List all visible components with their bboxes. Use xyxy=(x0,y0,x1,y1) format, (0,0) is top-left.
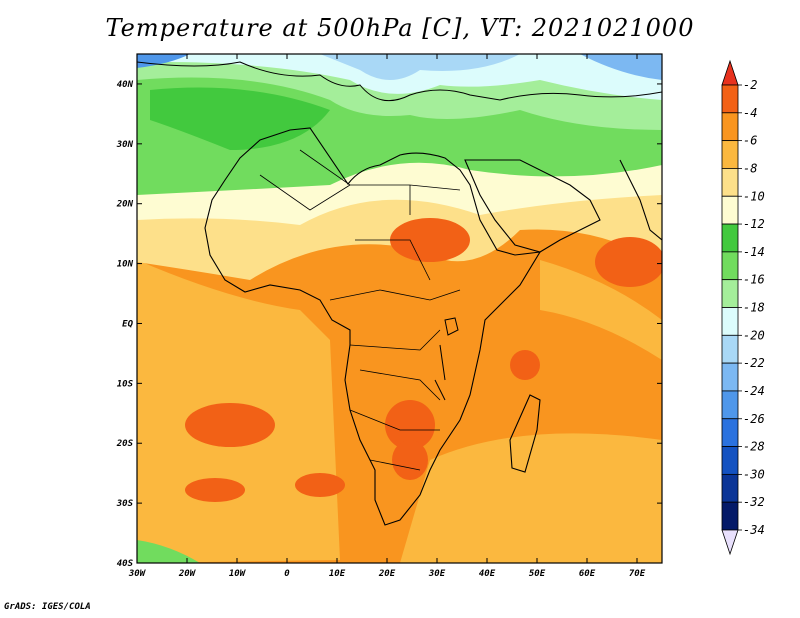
colorbar-swatch xyxy=(721,307,739,336)
great-lakes xyxy=(434,317,459,401)
field-spot-minus4-south-atlantic xyxy=(295,473,345,497)
field-band-minus14-core xyxy=(150,87,330,150)
arabia-coastline xyxy=(464,159,601,253)
europe-coastline xyxy=(137,61,662,102)
madagascar-coastline xyxy=(509,394,541,473)
africa-coastline xyxy=(204,127,542,526)
colorbar-swatch xyxy=(721,446,739,475)
field-spot-minus4-zambia xyxy=(385,400,435,450)
lat-tick-label: 40S xyxy=(117,559,134,569)
lon-tick-label: 20E xyxy=(378,569,396,579)
colorbar-swatch xyxy=(721,362,739,392)
colorbar-top-arrow xyxy=(721,59,739,86)
lon-tick-label: 10W xyxy=(229,569,247,579)
map-title: Temperature at 500hPa [C], VT: 202102100… xyxy=(105,14,695,42)
lon-tick-label: 40E xyxy=(479,569,496,579)
field-spot-minus4-sudan xyxy=(390,218,470,262)
field-spot-minus4-sw xyxy=(185,478,245,502)
lon-tick-label: 50E xyxy=(529,569,546,579)
field-band-minus26 xyxy=(137,54,190,68)
country-borders xyxy=(259,149,461,471)
colorbar-label: -18 xyxy=(743,301,765,315)
colorbar-swatch xyxy=(721,501,739,531)
lat-tick-label: EQ xyxy=(122,319,133,329)
lat-tick-label: 30S xyxy=(116,499,134,509)
colorbar-label: -12 xyxy=(743,217,765,231)
field-band-minus24 xyxy=(580,54,662,80)
colorbar-label: -32 xyxy=(743,495,765,509)
lon-tick-label: 0 xyxy=(284,569,290,579)
colorbar-swatch xyxy=(721,251,739,281)
colorbar-swatch xyxy=(721,195,739,225)
colorbar-label: -30 xyxy=(743,467,765,481)
lat-tick-label: 20S xyxy=(116,439,134,449)
longitude-axis: 30W 20W 10W 0 10E 20E 30E 40E 50E 60E 70E xyxy=(128,54,646,579)
colorbar-swatch xyxy=(721,140,739,169)
field-band-minus22 xyxy=(320,54,520,80)
field-spot-minus4-indian xyxy=(510,350,540,380)
colorbar-label: -4 xyxy=(743,106,757,120)
lon-tick-label: 60E xyxy=(579,569,596,579)
lon-tick-label: 70E xyxy=(629,569,646,579)
colorbar: -2 -4 -6 -8 -10 -12 -14 -16 -18 -20 -22 -24 -26 -28 -3… xyxy=(721,59,765,556)
lat-tick-label: 30N xyxy=(116,140,134,150)
field-band-minus16-south xyxy=(137,540,200,563)
lon-tick-label: 30W xyxy=(128,569,147,579)
colorbar-label: -26 xyxy=(743,412,765,426)
colorbar-label: -20 xyxy=(743,328,765,342)
lon-tick-label: 10E xyxy=(329,569,346,579)
colorbar-swatch xyxy=(721,334,739,364)
lat-tick-label: 40N xyxy=(117,80,134,90)
colorbar-swatch xyxy=(721,279,739,308)
software-credit: GrADS: IGES/COLA xyxy=(4,602,91,612)
field-band-minus8-east xyxy=(540,260,662,360)
colorbar-label: -28 xyxy=(743,440,765,454)
field-spot-minus4-atlantic xyxy=(185,403,275,447)
colorbar-label: -8 xyxy=(743,161,757,175)
field-spot-minus4-botswana xyxy=(392,440,428,480)
colorbar-swatch xyxy=(721,84,739,114)
colorbar-label: -2 xyxy=(743,78,757,92)
colorbar-bottom-arrow xyxy=(721,529,739,556)
latitude-axis: 40N 30N 20N 10N EQ 10S 20S 30S 40S xyxy=(116,80,662,569)
colorbar-swatch xyxy=(721,223,739,253)
colorbar-swatch xyxy=(721,390,739,420)
colorbar-swatch xyxy=(721,168,739,197)
colorbar-swatch xyxy=(721,473,739,503)
lat-tick-label: 10S xyxy=(117,379,134,389)
temperature-field xyxy=(137,54,662,563)
india-coastline xyxy=(619,159,662,241)
lon-tick-label: 20W xyxy=(178,569,197,579)
colorbar-swatch xyxy=(721,418,739,447)
colorbar-label: -14 xyxy=(743,245,765,259)
colorbar-label: -16 xyxy=(743,273,765,287)
colorbar-label: -34 xyxy=(743,523,765,537)
map-frame xyxy=(136,53,663,564)
field-band-minus8-indian xyxy=(400,433,662,563)
colorbar-label: -10 xyxy=(743,189,765,203)
field-spot-minus4-arabian-sea xyxy=(595,237,662,287)
colorbar-label: -6 xyxy=(743,134,757,148)
lon-tick-label: 30E xyxy=(428,569,446,579)
colorbar-label: -24 xyxy=(743,384,765,398)
lat-tick-label: 10N xyxy=(117,260,134,270)
colorbar-swatch xyxy=(721,112,739,142)
lat-tick-label: 20N xyxy=(116,200,134,210)
colorbar-label: -22 xyxy=(743,356,765,370)
